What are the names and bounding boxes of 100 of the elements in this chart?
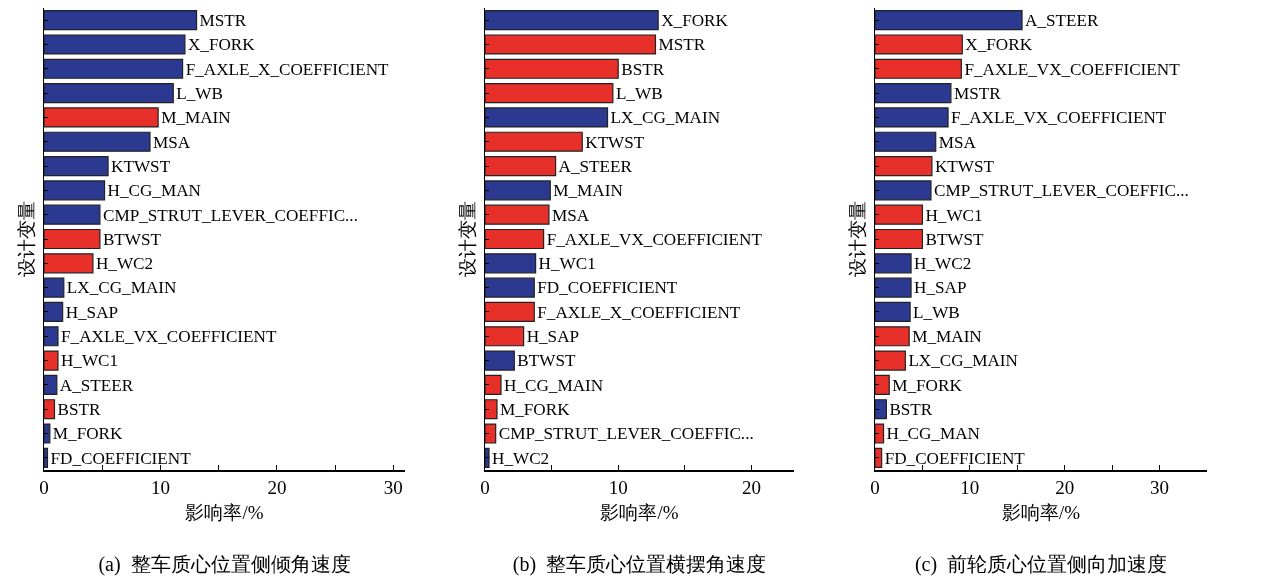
category-label: KTWST bbox=[934, 156, 995, 176]
bar bbox=[875, 83, 952, 104]
category-label: MSA bbox=[938, 132, 976, 152]
bar bbox=[875, 423, 885, 444]
category-label: LX_CG_MAIN bbox=[610, 108, 721, 128]
x-tick-label: 0 bbox=[39, 477, 49, 499]
x-tick-label: 30 bbox=[383, 477, 403, 499]
bar bbox=[875, 10, 1023, 31]
category-label: BTWST bbox=[102, 229, 162, 249]
category-label: M_FORK bbox=[892, 375, 962, 395]
bar bbox=[44, 374, 58, 395]
category-label: BSTR bbox=[621, 59, 665, 79]
category-label: A_STEER bbox=[558, 156, 633, 176]
category-label: H_CG_MAIN bbox=[503, 375, 604, 395]
bar bbox=[485, 10, 659, 31]
category-label: H_WC2 bbox=[95, 254, 154, 274]
category-label: H_CG_MAN bbox=[107, 181, 201, 201]
category-label: FD_COEFFICIENT bbox=[50, 448, 191, 468]
bar bbox=[875, 374, 890, 395]
x-tick-label: 20 bbox=[741, 477, 761, 499]
bar bbox=[485, 228, 545, 250]
bar bbox=[44, 83, 174, 104]
bar bbox=[485, 253, 537, 274]
x-tick-label: 10 bbox=[960, 477, 980, 499]
bar bbox=[44, 228, 101, 250]
bar bbox=[875, 447, 883, 468]
category-label: F_AXLE_X_COEFFICIENT bbox=[185, 59, 389, 79]
category-label: A_STEER bbox=[1025, 11, 1099, 31]
text: (c) 前轮质心位置侧向加速度 bbox=[914, 553, 1168, 577]
x-tick-label: 20 bbox=[1055, 477, 1075, 499]
bar bbox=[875, 58, 962, 79]
bar bbox=[485, 399, 498, 420]
text: (a) 整车质心位置侧倾角速度 bbox=[98, 553, 351, 577]
bar bbox=[485, 34, 657, 55]
category-label: BTWST bbox=[925, 229, 984, 249]
bar bbox=[875, 34, 963, 55]
bar bbox=[485, 204, 550, 225]
bar bbox=[875, 204, 924, 225]
bar bbox=[44, 447, 49, 468]
category-label: F_AXLE_X_COEFFICIENT bbox=[537, 302, 741, 322]
bar bbox=[44, 350, 59, 371]
x-tick-label: 30 bbox=[1150, 477, 1170, 499]
category-label: F_AXLE_VX_COEFFICIENT bbox=[61, 327, 277, 347]
category-label: FD_COEFFICIENT bbox=[884, 448, 1025, 468]
bar bbox=[44, 399, 56, 420]
bar bbox=[875, 326, 910, 347]
bar bbox=[875, 399, 887, 420]
bar bbox=[44, 277, 65, 298]
category-label: F_AXLE_VX_COEFFICIENT bbox=[546, 229, 762, 249]
category-label: M_MAIN bbox=[161, 108, 231, 128]
x-tick-label: 0 bbox=[480, 477, 490, 499]
category-label: CMP_STRUT_LEVER_COEFFIC... bbox=[498, 424, 754, 444]
category-label: FD_COEFFICIENT bbox=[537, 278, 678, 298]
category-label: BTWST bbox=[517, 351, 576, 371]
category-label: LX_CG_MAIN bbox=[66, 278, 177, 298]
category-label: CMP_STRUT_LEVER_COEFFIC... bbox=[102, 205, 358, 225]
bar bbox=[44, 10, 198, 31]
bar bbox=[44, 326, 59, 347]
category-label: CMP_STRUT_LEVER_COEFFIC... bbox=[934, 181, 1189, 201]
category-label: MSA bbox=[551, 205, 590, 225]
bar bbox=[875, 180, 932, 201]
bar bbox=[485, 155, 557, 177]
category-label: L_WB bbox=[176, 83, 223, 103]
category-label: M_FORK bbox=[500, 400, 570, 420]
bar bbox=[875, 301, 911, 323]
bar bbox=[485, 326, 525, 347]
bar bbox=[485, 423, 497, 444]
bar bbox=[485, 107, 609, 128]
bar bbox=[44, 180, 106, 201]
bar bbox=[44, 58, 184, 79]
bar bbox=[875, 228, 924, 250]
bar bbox=[875, 131, 937, 152]
category-label: X_FORK bbox=[661, 11, 728, 31]
bar bbox=[875, 350, 906, 371]
category-label: F_AXLE_VX_COEFFICIENT bbox=[951, 108, 1167, 128]
bar bbox=[485, 277, 535, 298]
bar bbox=[485, 374, 502, 395]
category-label: LX_CG_MAIN bbox=[908, 351, 1018, 371]
x-axis-title: 影响率/% bbox=[600, 501, 679, 523]
bar bbox=[485, 350, 515, 371]
category-label: MSA bbox=[152, 132, 191, 152]
bar bbox=[44, 155, 109, 177]
category-label: A_STEER bbox=[59, 375, 134, 395]
bar bbox=[485, 83, 614, 104]
x-tick-label: 0 bbox=[870, 477, 880, 499]
category-label: H_WC2 bbox=[492, 448, 550, 468]
category-label: X_FORK bbox=[187, 35, 255, 55]
y-axis-title: 设计变量 bbox=[456, 201, 478, 277]
bar bbox=[875, 277, 912, 298]
y-axis-title: 设计变量 bbox=[846, 201, 868, 277]
bar bbox=[485, 447, 490, 468]
category-label: M_MAIN bbox=[912, 327, 982, 347]
x-tick-label: 10 bbox=[608, 477, 628, 499]
category-label: H_SAP bbox=[65, 302, 119, 322]
category-label: L_WB bbox=[615, 83, 663, 103]
category-label: MSTR bbox=[199, 11, 247, 31]
bar bbox=[485, 58, 619, 79]
category-label: MSTR bbox=[953, 83, 1001, 103]
bar bbox=[44, 131, 151, 152]
bar bbox=[485, 180, 551, 201]
